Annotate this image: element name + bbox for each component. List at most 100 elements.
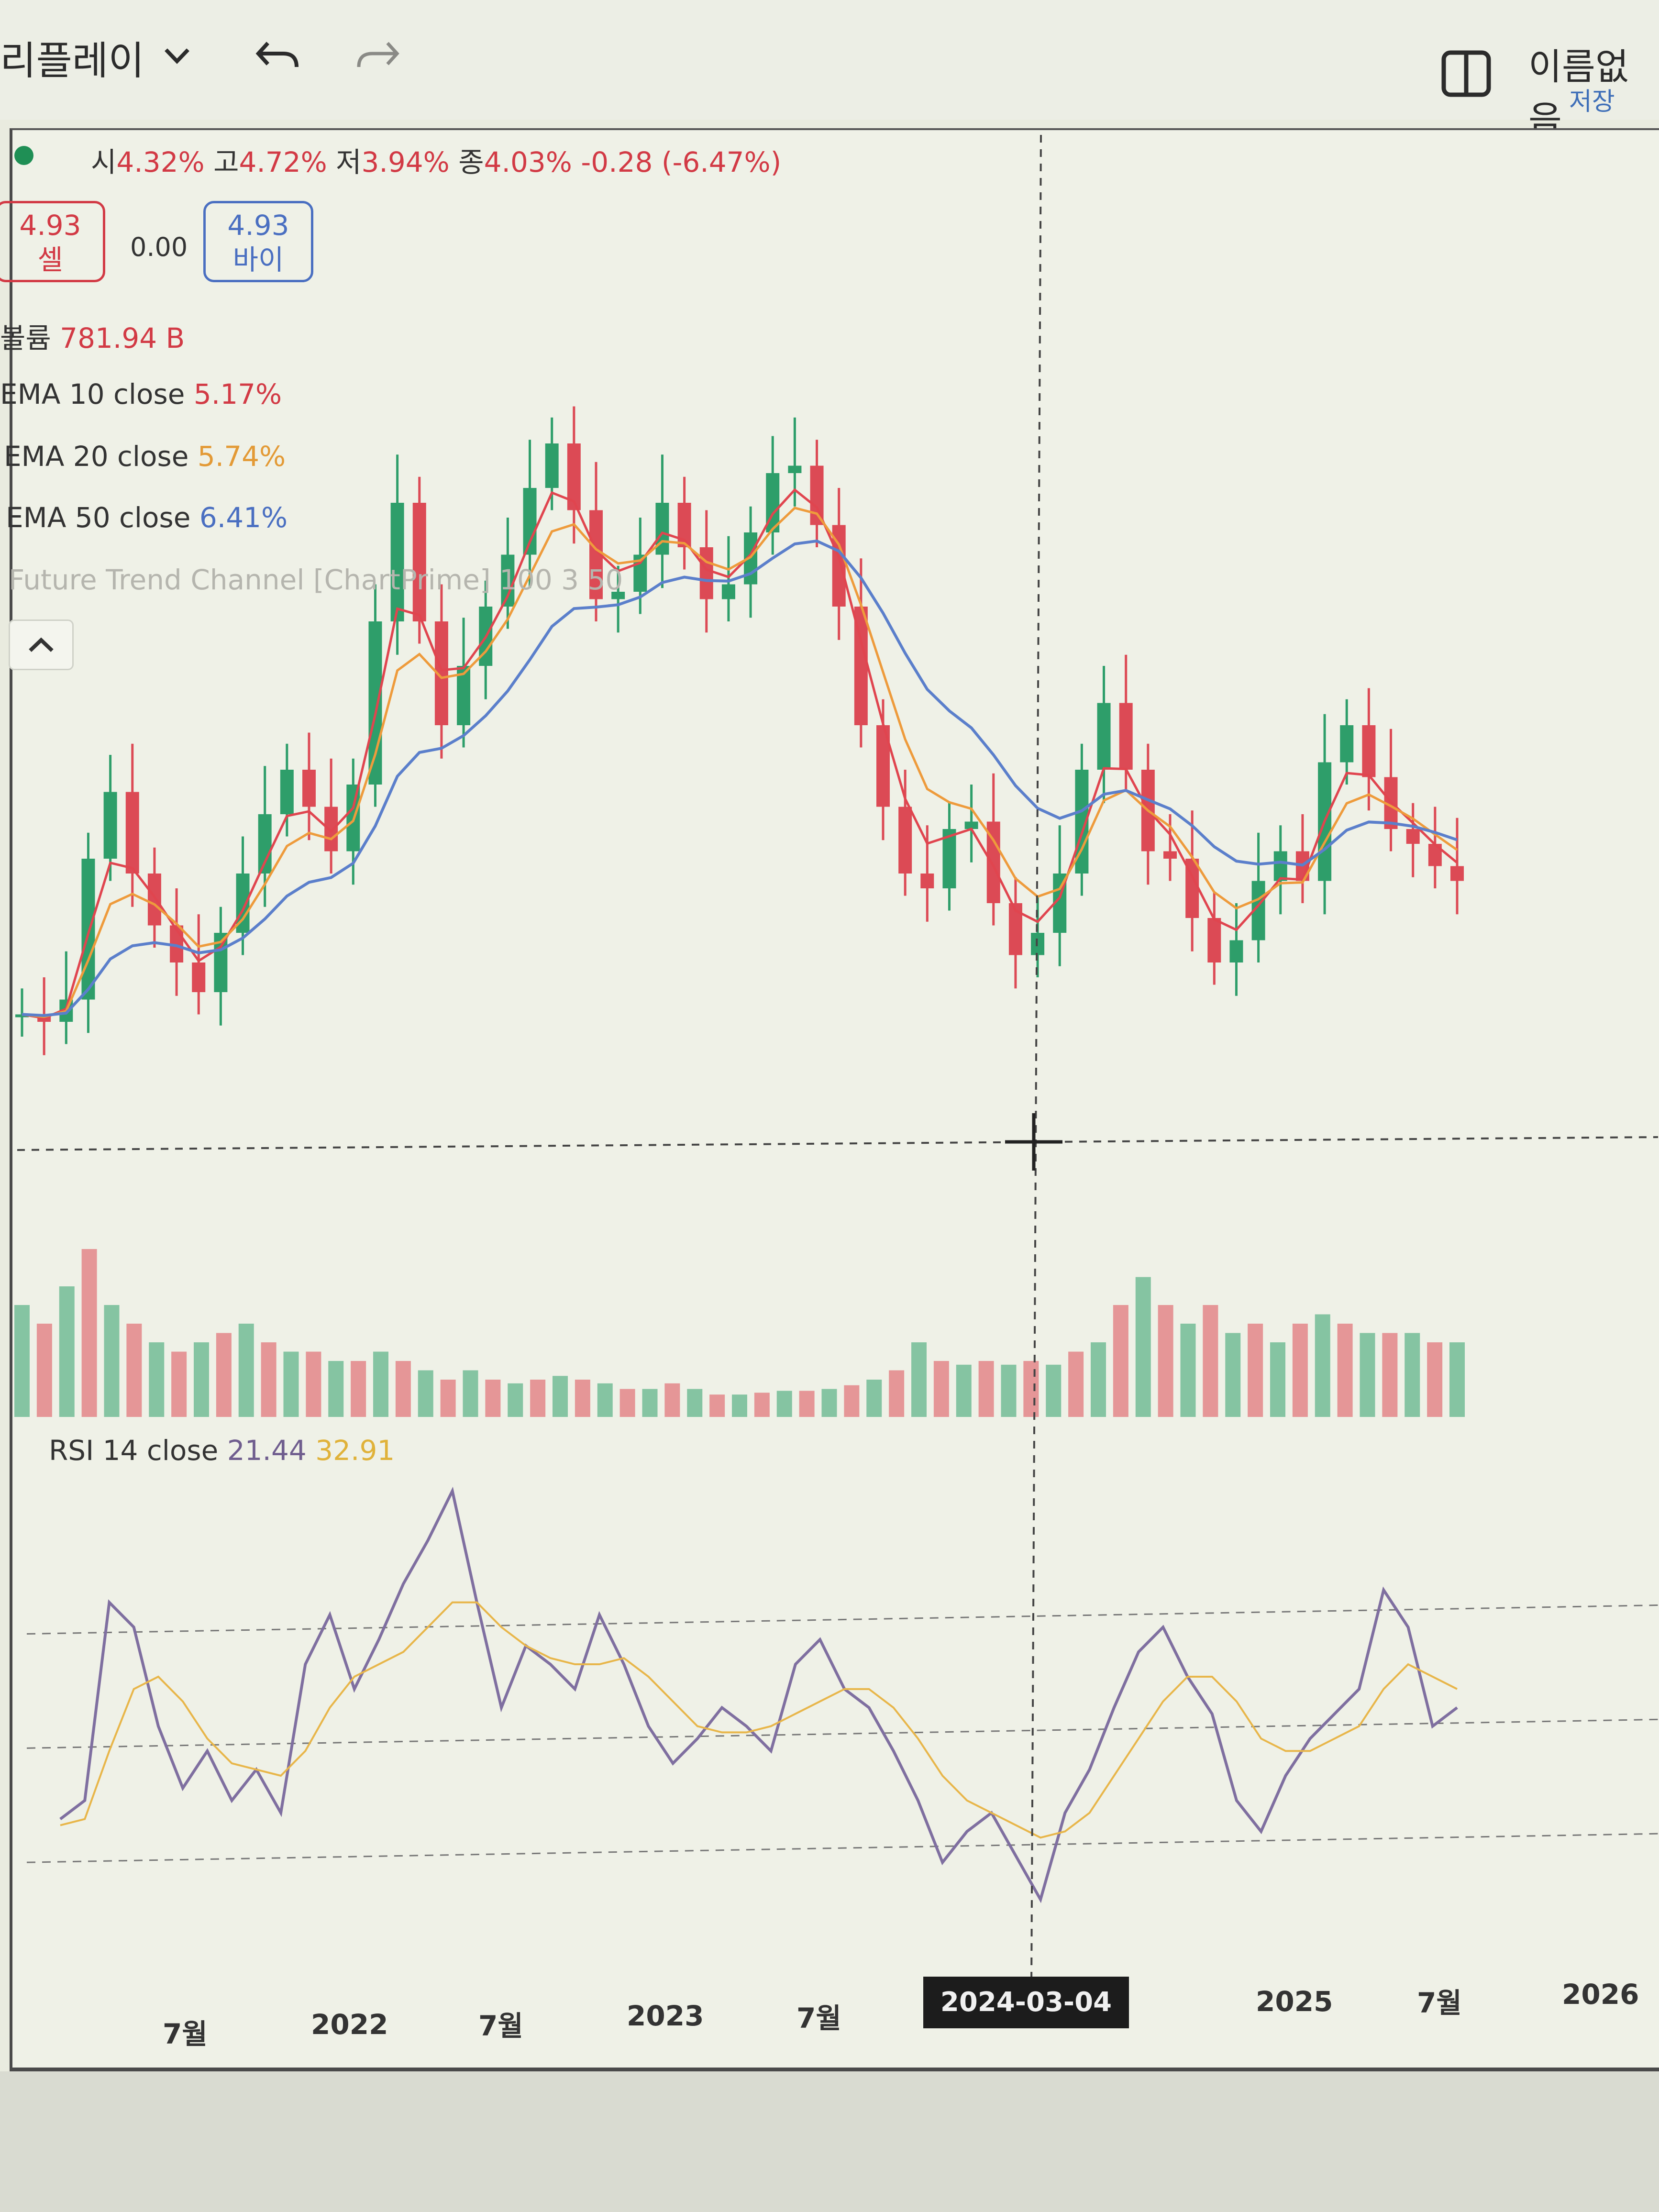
candle-body [1119, 703, 1133, 770]
chevron-down-icon[interactable] [160, 38, 194, 72]
candle-body [368, 621, 382, 785]
candle-body [1362, 725, 1376, 777]
volume-bar [418, 1370, 433, 1417]
ema50-value: 6.41% [199, 501, 288, 534]
ema50-label: EMA 50 close [6, 501, 191, 534]
volume-bar [1449, 1342, 1465, 1417]
ema50-line [22, 539, 1458, 1017]
crosshair-horizontal [17, 1136, 1658, 1151]
crosshair-vertical [1030, 134, 1042, 1987]
volume-bar [395, 1361, 411, 1417]
volume-bar [36, 1324, 52, 1417]
ema20-label: EMA 20 close [4, 440, 189, 473]
volume-bar [1382, 1333, 1398, 1417]
volume-bar [1248, 1324, 1263, 1417]
low-label: 저 [336, 146, 362, 178]
save-status[interactable]: 저장 [1569, 88, 1615, 116]
volume-bar [1158, 1305, 1173, 1417]
market-status-dot [14, 146, 33, 165]
candle-body [147, 874, 161, 926]
rsi-ma-line [60, 1601, 1458, 1839]
candle-body [611, 592, 625, 599]
volume-bar [1337, 1324, 1353, 1417]
x-tick-label: 7월 [163, 2018, 208, 2050]
volume-value: 781.94 B [60, 322, 185, 354]
candle-body [192, 962, 206, 992]
candle-body [1163, 851, 1177, 859]
volume-bar [1046, 1364, 1062, 1417]
crosshair-date-label: 2024-03-04 [923, 1977, 1129, 2028]
ema20-line [22, 507, 1458, 1018]
undo-icon[interactable] [254, 33, 301, 77]
rsi-value: 21.44 [227, 1434, 307, 1467]
rsi-ma-value: 32.91 [315, 1434, 395, 1467]
x-tick-label: 2026 [1562, 1978, 1639, 2011]
volume-bar [1068, 1351, 1084, 1417]
volume-bar [911, 1342, 927, 1417]
buy-button[interactable]: 4.93 바이 [203, 201, 313, 282]
volume-bar [844, 1385, 860, 1417]
candle-body [1340, 725, 1354, 763]
volume-bar [933, 1361, 949, 1417]
volume-bar [1091, 1342, 1106, 1417]
x-tick-label: 2025 [1256, 1985, 1333, 2018]
volume-label: 볼륨 [0, 322, 51, 354]
volume-bar [508, 1383, 523, 1417]
candle-body [1450, 866, 1464, 881]
layout-title[interactable]: 리플레이 [0, 38, 144, 84]
x-tick-label: 2022 [311, 2008, 388, 2041]
rsi-legend[interactable]: RSI 14 close 21.44 32.91 [49, 1434, 395, 1467]
candle-body [1229, 940, 1243, 962]
open-label: 시 [91, 146, 117, 178]
volume-bar [149, 1342, 165, 1417]
volume-bar [642, 1389, 658, 1417]
volume-bar [799, 1391, 815, 1417]
x-tick-label: 2023 [627, 2000, 704, 2032]
collapse-legend-button[interactable] [9, 619, 74, 670]
ema20-legend[interactable]: EMA 20 close 5.74% [4, 440, 286, 473]
volume-bar [104, 1305, 120, 1417]
volume-bar [956, 1364, 972, 1417]
volume-bar [1023, 1361, 1039, 1417]
ohlc-legend: 시4.32% 고4.72% 저3.94% 종4.03% -0.28 (-6.47… [91, 140, 781, 180]
volume-bar [328, 1361, 344, 1417]
rsi-level-line [26, 1718, 1658, 1749]
volume-bar [216, 1333, 232, 1417]
ema50-legend[interactable]: EMA 50 close 6.41% [6, 501, 288, 534]
volume-bar [619, 1389, 635, 1417]
volume-bar [709, 1394, 725, 1417]
buy-price: 4.93 [227, 209, 289, 242]
crosshair-date: 2024-03-04 [940, 1987, 1112, 2018]
sell-price: 4.93 [19, 209, 81, 242]
volume-bar [81, 1249, 97, 1417]
volume-bar [754, 1393, 770, 1417]
chart-canvas[interactable] [12, 130, 1658, 2063]
volume-bar [530, 1380, 546, 1417]
high-value: 4.72% [239, 146, 327, 178]
volume-bar [1113, 1305, 1128, 1417]
volume-bar [171, 1351, 187, 1417]
volume-bar [575, 1380, 590, 1417]
ema10-legend[interactable]: EMA 10 close 5.17% [0, 378, 282, 410]
candle-body [699, 547, 713, 599]
volume-bar [978, 1361, 994, 1417]
sell-button[interactable]: 4.93 셀 [0, 201, 105, 282]
volume-bar [1360, 1333, 1375, 1417]
volume-bar [821, 1389, 837, 1417]
rsi-line [59, 1486, 1458, 1903]
candle-body [324, 807, 338, 852]
trend-channel-legend[interactable]: Future Trend Channel [ChartPrime] 100 3 … [9, 564, 623, 596]
x-tick-label: 7월 [1417, 1987, 1462, 2019]
candle-body [1406, 829, 1420, 844]
layout-icon[interactable] [1440, 48, 1493, 100]
volume-legend[interactable]: 볼륨 781.94 B [0, 316, 185, 356]
desk-background [0, 2071, 1659, 2212]
low-value: 3.94% [361, 146, 450, 178]
redo-icon[interactable] [354, 33, 402, 77]
change-value: -0.28 (-6.47%) [581, 146, 782, 178]
volume-bar [597, 1383, 613, 1417]
volume-bar [1427, 1342, 1443, 1417]
chart-area[interactable] [10, 128, 1659, 2071]
candle-body [81, 859, 95, 1000]
candle-body [103, 792, 117, 859]
